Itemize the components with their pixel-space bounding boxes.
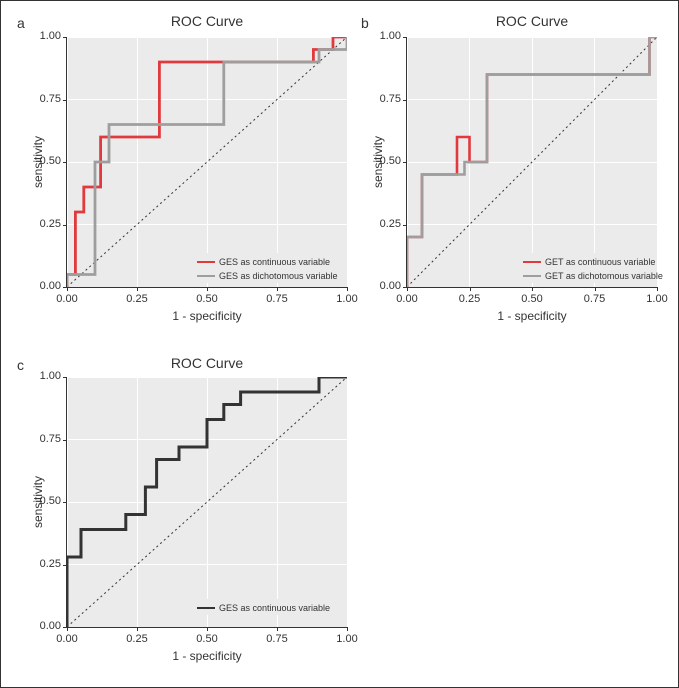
y-tick-label: 0.00 [371,280,401,292]
legend-item: GET as continuous variable [523,255,655,269]
legend-swatch [523,275,541,277]
y-tick [63,162,67,163]
legend-label: GET as continuous variable [545,257,655,267]
x-tick-label: 0.75 [580,293,610,305]
x-tick [67,287,68,291]
plot-area-c: GES as continuous variable [67,377,347,627]
legend-b: GET as continuous variableGET as dichoto… [521,253,657,283]
diagonal-line [67,377,347,627]
x-tick [347,287,348,291]
x-axis-title: 1 - specificity [67,649,347,663]
x-tick [595,287,596,291]
y-tick [63,565,67,566]
x-tick-label: 0.75 [262,633,292,645]
x-tick [207,287,208,291]
x-tick [657,287,658,291]
legend-a: GES as continuous variable GES as dichoto… [195,253,347,283]
y-tick [403,287,407,288]
legend-label: GET as dichotomous variable [545,271,663,281]
y-tick [403,37,407,38]
legend-label: GES as dichotomous variable [219,271,338,281]
plot-title-c: ROC Curve [67,355,347,371]
legend-swatch [197,261,215,263]
x-tick [277,627,278,631]
legend-item: GES as dichotomous variable [197,269,338,283]
x-tick [277,287,278,291]
y-tick [63,502,67,503]
x-tick-label: 0.25 [455,293,485,305]
y-tick [403,100,407,101]
x-axis-title: 1 - specificity [407,309,657,323]
legend-label: GES as continuous variable [219,603,330,613]
legend-item: GES as continuous variable [197,601,330,615]
panel-c: c ROC Curve GES as continuous variable 0.00… [17,351,355,681]
y-tick-label: 0.75 [371,93,401,105]
x-tick [470,287,471,291]
plot-svg-b [407,37,657,287]
y-tick-label: 0.75 [31,433,61,445]
panel-b: bROC CurveGET as continuous variableGET … [361,9,667,341]
x-tick-label: 0.25 [122,293,152,305]
x-tick-label: 0.75 [262,293,292,305]
panel-letter-a: a [17,15,25,31]
x-tick-label: 1.00 [332,293,362,305]
legend-swatch [197,607,215,609]
y-axis-title: sensitivity [371,132,385,192]
y-tick-label: 0.00 [31,620,61,632]
x-tick [137,287,138,291]
plot-area-a: GES as continuous variable GES as dichoto… [67,37,347,287]
x-tick-label: 0.50 [192,633,222,645]
y-tick [63,287,67,288]
plot-title-a: ROC Curve [67,13,347,29]
x-tick [407,287,408,291]
y-tick [63,377,67,378]
x-tick-label: 0.50 [192,293,222,305]
y-tick-label: 0.25 [371,218,401,230]
x-tick-label: 0.00 [52,633,82,645]
y-tick [63,100,67,101]
y-tick-label: 1.00 [371,30,401,42]
x-tick-label: 0.50 [517,293,547,305]
panel-letter-c: c [17,357,24,373]
y-axis-title: sensitivity [31,132,45,192]
x-tick-label: 0.00 [392,293,422,305]
plot-svg-c [67,377,347,627]
y-tick-label: 0.75 [31,93,61,105]
x-tick-label: 1.00 [332,633,362,645]
y-tick [63,627,67,628]
figure-frame: aROC CurveGES as continuous variableGES … [0,0,679,688]
y-tick [63,37,67,38]
legend-item: GES as continuous variable [197,255,330,269]
y-tick [63,440,67,441]
y-tick [403,162,407,163]
legend-item: GET as dichotomous variable [523,269,663,283]
legend-swatch [523,261,541,263]
x-tick [532,287,533,291]
y-tick-label: 0.25 [31,558,61,570]
x-tick-label: 0.00 [52,293,82,305]
plot-title-b: ROC Curve [407,13,657,29]
x-tick-label: 1.00 [642,293,672,305]
y-tick-label: 1.00 [31,370,61,382]
x-tick [137,627,138,631]
legend-label: GES as continuous variable [219,257,330,267]
x-tick [67,627,68,631]
legend-swatch [197,275,215,277]
x-tick [207,627,208,631]
x-axis-title: 1 - specificity [67,309,347,323]
y-tick [63,225,67,226]
y-tick-label: 0.00 [31,280,61,292]
y-axis-title: sensitivity [31,472,45,532]
plot-svg-a [67,37,347,287]
y-tick [403,225,407,226]
y-tick-label: 1.00 [31,30,61,42]
panel-letter-b: b [361,15,369,31]
plot-area-b: GET as continuous variableGET as dichoto… [407,37,657,287]
x-tick [347,627,348,631]
legend-c: GES as continuous variable [195,599,347,615]
x-tick-label: 0.25 [122,633,152,645]
y-tick-label: 0.25 [31,218,61,230]
panel-a: aROC CurveGES as continuous variableGES … [17,9,355,341]
